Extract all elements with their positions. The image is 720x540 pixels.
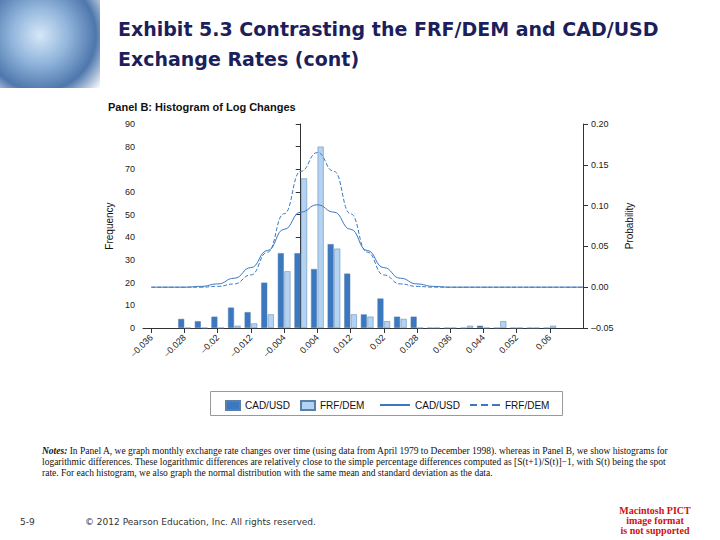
svg-text:40: 40	[125, 232, 135, 242]
svg-text:FRF/DEM: FRF/DEM	[320, 400, 364, 411]
svg-text:0.15: 0.15	[591, 160, 609, 170]
svg-text:0.028: 0.028	[398, 332, 421, 355]
html-text:Exhibit 5.3 Contrasting the FR: Exhibit 5.3 Contrasting the FRF/DEM and …	[118, 18, 659, 70]
svg-text:0.20: 0.20	[591, 119, 609, 129]
svg-text:–0.012: –0.012	[228, 332, 255, 359]
svg-text:0.02: 0.02	[368, 332, 387, 351]
svg-text:–0.05: –0.05	[591, 323, 614, 333]
svg-text:–0.036: –0.036	[128, 332, 155, 359]
svg-text:80: 80	[125, 142, 135, 152]
svg-text:0.036: 0.036	[431, 332, 454, 355]
svg-text:FRF/DEM: FRF/DEM	[505, 400, 549, 411]
html-text:image format: image format	[626, 515, 684, 526]
svg-text:Probability: Probability	[624, 203, 635, 250]
svg-text:0.044: 0.044	[464, 332, 487, 355]
html-text:Macintosh PICT: Macintosh PICT	[619, 505, 691, 516]
html-text:© 2012 Pearson Education, Inc.: © 2012 Pearson Education, Inc. All right…	[85, 517, 316, 527]
svg-text:0.10: 0.10	[591, 201, 609, 211]
html-text:is not supported: is not supported	[620, 525, 690, 536]
svg-text:30: 30	[125, 255, 135, 265]
html-text:5-9: 5-9	[20, 517, 35, 527]
svg-text:0: 0	[130, 323, 135, 333]
svg-text:0.05: 0.05	[591, 241, 609, 251]
svg-text:70: 70	[125, 164, 135, 174]
svg-text:90: 90	[125, 119, 135, 129]
svg-text:–0.028: –0.028	[162, 332, 189, 359]
svg-text:20: 20	[125, 278, 135, 288]
svg-text:0.012: 0.012	[331, 332, 354, 355]
svg-text:60: 60	[125, 187, 135, 197]
svg-text:0.06: 0.06	[534, 332, 553, 351]
svg-text:CAD/USD: CAD/USD	[245, 400, 290, 411]
svg-text:0.004: 0.004	[298, 332, 321, 355]
svg-text:CAD/USD: CAD/USD	[415, 400, 460, 411]
svg-text:Panel B: Histogram of Log Chan: Panel B: Histogram of Log Changes	[108, 101, 296, 113]
svg-text:–0.02: –0.02	[198, 332, 221, 355]
svg-text:0.052: 0.052	[497, 332, 520, 355]
svg-text:Frequency: Frequency	[104, 202, 115, 249]
svg-text:–0.004: –0.004	[261, 332, 288, 359]
svg-text:50: 50	[125, 210, 135, 220]
html-text:Notes: In Panel A, we graph mo: Notes: In Panel A, we graph monthly exch…	[42, 446, 668, 478]
svg-text:10: 10	[125, 300, 135, 310]
svg-text:0.00: 0.00	[591, 282, 609, 292]
